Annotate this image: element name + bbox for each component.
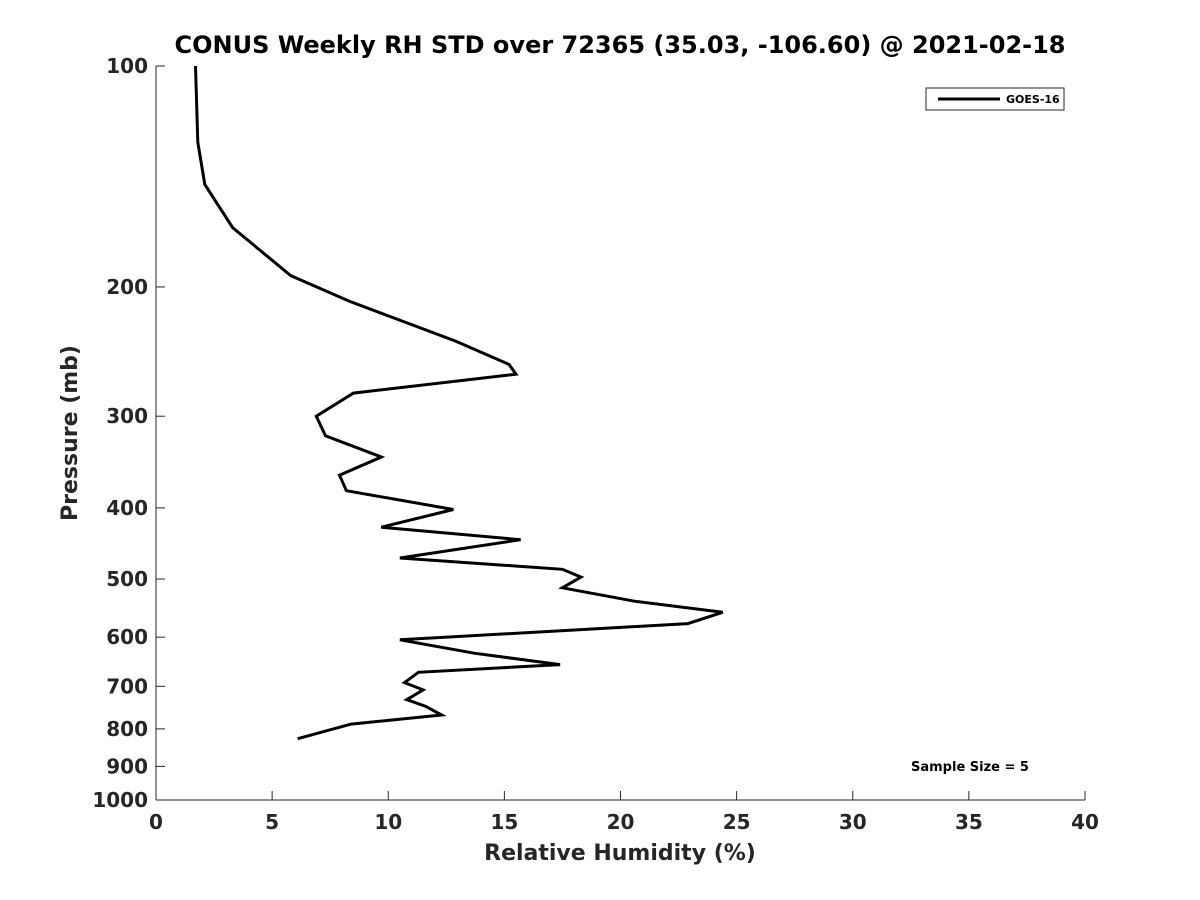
x-tick-label-5: 25 xyxy=(723,810,751,834)
x-tick-label-4: 20 xyxy=(607,810,635,834)
chart-title: CONUS Weekly RH STD over 72365 (35.03, -… xyxy=(174,31,1065,59)
y-tick-label-8: 900 xyxy=(106,754,148,778)
x-tick-label-8: 40 xyxy=(1071,810,1099,834)
y-ticks: 100 200 300 400 500 600 700 800 900 1000 xyxy=(92,54,165,812)
x-axis-label: Relative Humidity (%) xyxy=(484,841,756,866)
y-tick-label-0: 100 xyxy=(106,54,148,78)
x-tick-label-6: 30 xyxy=(839,810,867,834)
legend-label-goes-16: GOES-16 xyxy=(1006,93,1060,106)
y-tick-label-3: 400 xyxy=(106,496,148,520)
plot-area: 0 5 10 15 20 25 30 35 40 100 200 300 400 500 600 700 80… xyxy=(92,54,1099,834)
series-lines xyxy=(194,65,724,741)
y-tick-label-6: 700 xyxy=(106,674,148,698)
x-ticks: 0 5 10 15 20 25 30 35 40 xyxy=(149,791,1099,834)
y-tick-label-5: 600 xyxy=(106,625,148,649)
sample-size-annotation: Sample Size = 5 xyxy=(911,760,1029,775)
y-tick-label-1: 200 xyxy=(106,275,148,299)
x-tick-label-3: 15 xyxy=(490,810,518,834)
y-tick-label-7: 800 xyxy=(106,717,148,741)
y-tick-label-4: 500 xyxy=(106,567,148,591)
x-tick-label-1: 5 xyxy=(265,810,279,834)
legend: GOES-16 xyxy=(925,87,1065,111)
y-tick-label-9: 1000 xyxy=(92,788,148,812)
series-line-goes-16 xyxy=(194,65,724,741)
x-tick-label-0: 0 xyxy=(149,810,163,834)
x-tick-label-2: 10 xyxy=(374,810,402,834)
x-tick-label-7: 35 xyxy=(955,810,983,834)
y-tick-label-2: 300 xyxy=(106,404,148,428)
y-axis-label: Pressure (mb) xyxy=(58,345,83,521)
